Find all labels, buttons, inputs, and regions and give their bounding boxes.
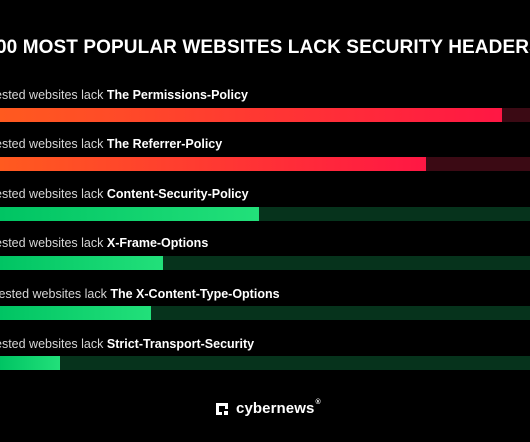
brand-name: cybernews®	[236, 399, 321, 417]
bar-track	[0, 207, 530, 221]
bar	[0, 207, 259, 221]
registered-mark: ®	[315, 399, 321, 406]
bar-label-prefix: ested websites lack	[0, 337, 104, 351]
bar-label-header: X-Frame-Options	[106, 236, 209, 250]
bar-label: ested websites lack X-Frame-Options	[0, 236, 208, 250]
bar-label-prefix: ested websites lack	[0, 137, 104, 151]
bar-label: tested websites lack The X-Content-Type-…	[0, 287, 280, 301]
bar-track	[0, 157, 530, 171]
brand-logo: cybernews®	[215, 399, 321, 417]
bar-label-prefix: tested websites lack	[0, 287, 107, 301]
bar	[0, 256, 163, 270]
bar	[0, 108, 502, 122]
bar-label-header: The X-Content-Type-Options	[110, 287, 280, 301]
bar-label-prefix: ested websites lack	[0, 88, 104, 102]
chart-title: 00 MOST POPULAR WEBSITES LACK SECURITY H…	[0, 37, 530, 58]
bar-label: ested websites lack Strict-Transport-Sec…	[0, 337, 254, 351]
bar-label-prefix: ested websites lack	[0, 236, 104, 250]
bar	[0, 157, 426, 171]
bar-track	[0, 256, 530, 270]
bar-label: ested websites lack Content-Security-Pol…	[0, 187, 249, 201]
bar-label: ested websites lack The Permissions-Poli…	[0, 88, 248, 102]
bar-label-header: Strict-Transport-Security	[106, 337, 255, 351]
cybernews-logo-icon	[216, 402, 228, 415]
bar-label-header: The Referrer-Policy	[106, 137, 223, 151]
bar-track	[0, 306, 530, 320]
bar-track	[0, 356, 530, 370]
bar-label-prefix: ested websites lack	[0, 187, 104, 201]
bar-label: ested websites lack The Referrer-Policy	[0, 137, 222, 151]
bar-track	[0, 108, 530, 122]
bar	[0, 306, 151, 320]
bar-label-header: The Permissions-Policy	[106, 88, 248, 102]
bar	[0, 356, 60, 370]
bar-label-header: Content-Security-Policy	[106, 187, 249, 201]
